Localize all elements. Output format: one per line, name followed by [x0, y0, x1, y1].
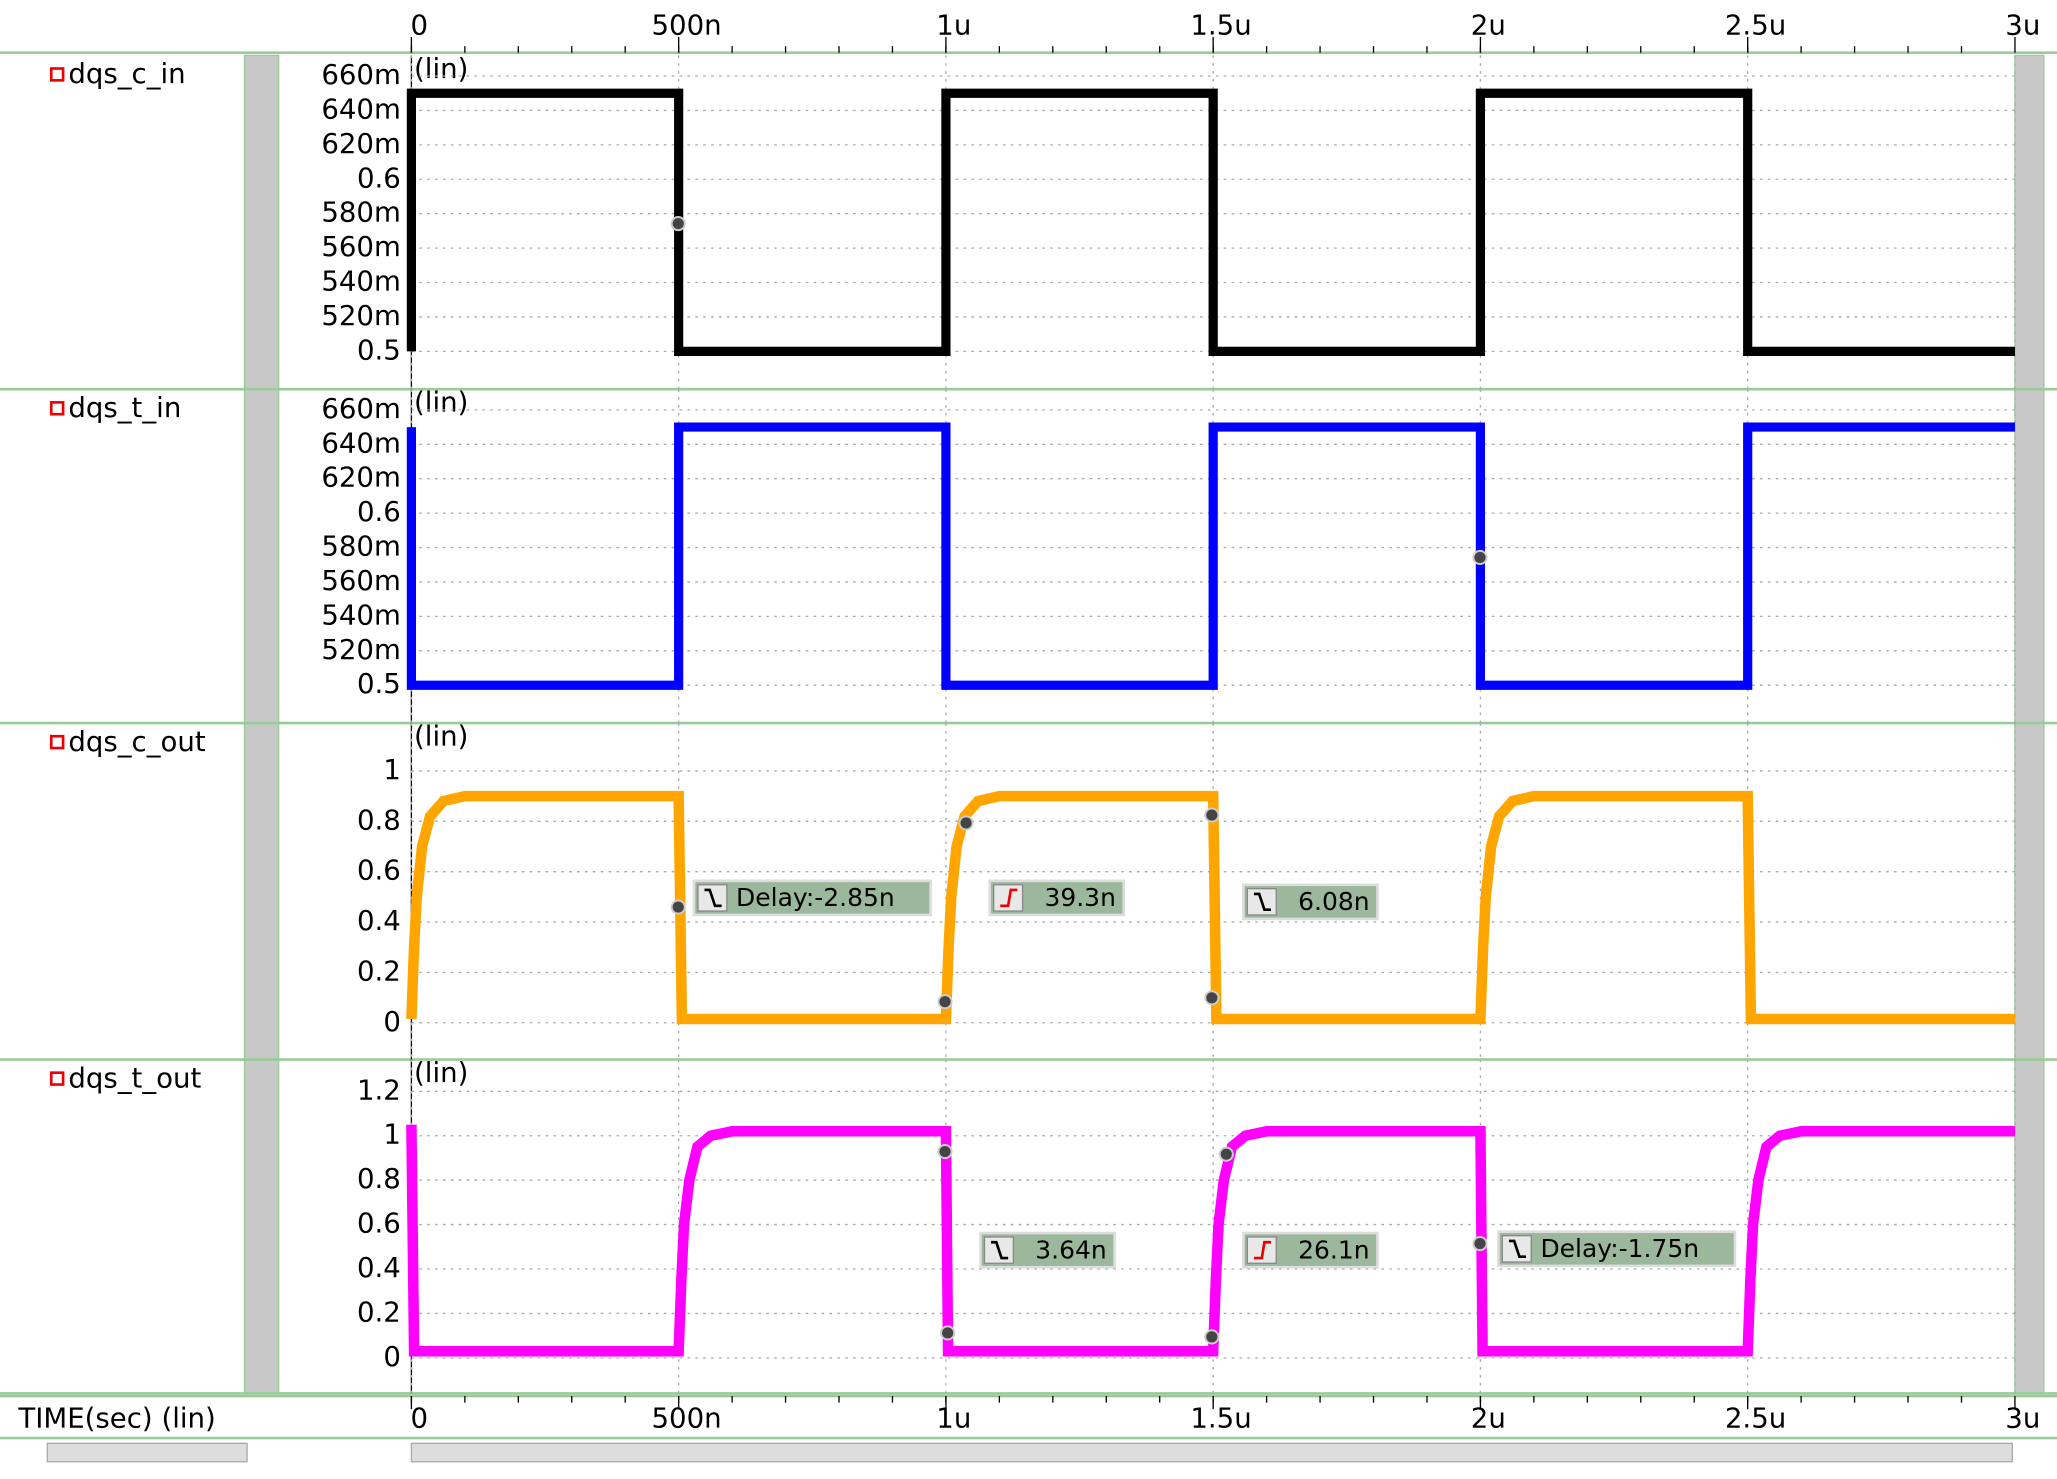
y-tick-label: 0.8 [357, 803, 401, 836]
measure-point [1472, 549, 1488, 566]
x-tick-label: 3u [2005, 1402, 2040, 1435]
x-tick-label: 2u [1471, 1402, 1506, 1435]
y-tick-label: 580m [321, 530, 401, 563]
y-tick-label: 620m [321, 127, 401, 160]
scale-label: (lin) [414, 1056, 468, 1089]
series-label: dqs_c_out [49, 725, 206, 758]
y-tick-label: 0 [383, 1340, 401, 1373]
series-label: dqs_c_in [49, 57, 186, 90]
y-tick-label: 0.6 [357, 1207, 401, 1240]
series-name: dqs_t_in [68, 391, 181, 424]
measure-point [1204, 807, 1220, 823]
x-tick-label: 1u [936, 1402, 971, 1435]
y-tick-label: 640m [321, 92, 401, 125]
measurement-value: Delay:-1.75n [1540, 1234, 1699, 1263]
measurement-box [692, 879, 932, 917]
measure-point [670, 216, 686, 232]
y-tick-label: 1 [383, 753, 401, 786]
y-tick-label: 0 [383, 1005, 401, 1038]
measurement-value: 26.1n [1298, 1235, 1369, 1264]
x-tick-label: 1.5u [1190, 1402, 1251, 1435]
series-name: dqs_c_out [68, 725, 206, 758]
x-tick-label: 0 [411, 1402, 429, 1435]
x-tick-label: 1.5u [1190, 8, 1251, 41]
y-tick-label: 520m [321, 299, 401, 332]
x-tick-label: 500n [651, 1402, 721, 1435]
measure-point [670, 899, 686, 915]
measurement-box [1497, 1230, 1737, 1268]
y-tick-label: 520m [321, 633, 401, 666]
x-tick-label: 2.5u [1725, 1402, 1786, 1435]
horizontal-scrollbar[interactable] [410, 1442, 2013, 1463]
x-tick-label: 2.5u [1725, 8, 1786, 41]
y-tick-label: 620m [321, 461, 401, 494]
y-tick-label: 0.6 [357, 854, 401, 887]
measurement-icon [983, 1236, 1015, 1264]
x-tick-label: 2u [1471, 8, 1506, 41]
y-tick-label: 1.2 [357, 1073, 401, 1106]
measure-point [958, 815, 974, 831]
y-tick-label: 0.6 [357, 495, 401, 528]
y-tick-label: 560m [321, 230, 401, 263]
measurement-glyph [1000, 888, 1018, 908]
measurement-icon [1246, 888, 1277, 916]
legend-icon [49, 401, 65, 416]
y-tick-label: 660m [321, 58, 401, 91]
horizontal-scrollbar[interactable] [46, 1442, 248, 1463]
measure-point [1204, 990, 1220, 1006]
series-name: dqs_c_in [68, 57, 185, 90]
y-tick-label: 0.8 [357, 1162, 401, 1195]
legend-icon [49, 734, 65, 750]
measurement-glyph [991, 1240, 1009, 1260]
y-tick-label: 540m [321, 265, 401, 298]
y-tick-label: 0.2 [357, 954, 401, 987]
waveform [406, 790, 2015, 1025]
measurement-value: 39.3n [1044, 883, 1115, 912]
measurement-glyph [1253, 892, 1272, 912]
y-tick-label: 0.5 [357, 667, 401, 700]
measurement-glyph [1253, 1240, 1272, 1260]
y-tick-label: 640m [321, 426, 401, 459]
y-tick-label: 560m [321, 564, 401, 597]
measurement-value: Delay:-2.85n [736, 883, 895, 912]
y-tick-label: 1 [383, 1118, 401, 1151]
measure-point [1472, 1236, 1488, 1252]
measurement-value: 3.64n [1035, 1235, 1106, 1264]
legend-icon [49, 1071, 65, 1086]
y-tick-label: 660m [321, 392, 401, 425]
legend-icon [49, 67, 65, 82]
x-tick-label: 3u [2005, 8, 2040, 41]
measure-point [937, 994, 953, 1010]
y-tick-label: 0.5 [357, 333, 401, 366]
scale-label: (lin) [414, 720, 468, 753]
measure-point [1218, 1146, 1234, 1162]
measure-point [1204, 1329, 1220, 1345]
x-tick-label: 500n [651, 8, 721, 41]
scale-label: (lin) [414, 386, 468, 419]
scale-label: (lin) [414, 52, 468, 85]
x-axis-label: TIME(sec) (lin) [17, 1402, 215, 1435]
x-tick-label: 1u [936, 8, 971, 41]
x-tick-label: 0 [411, 8, 429, 41]
measure-point [940, 1325, 956, 1341]
series-label: dqs_t_out [49, 1061, 202, 1094]
y-tick-label: 580m [321, 196, 401, 229]
measurement-glyph [1508, 1239, 1526, 1259]
waveform [406, 88, 2015, 356]
measurement-value: 6.08n [1298, 887, 1369, 916]
series-label: dqs_t_in [49, 391, 181, 424]
series-name: dqs_t_out [68, 1061, 201, 1094]
measurement-icon [697, 884, 728, 912]
y-tick-label: 0.4 [357, 904, 401, 937]
y-tick-label: 0.6 [357, 161, 401, 194]
waveform [406, 1124, 2015, 1357]
waveform [406, 422, 2015, 690]
y-tick-label: 540m [321, 598, 401, 631]
measure-point [937, 1143, 953, 1160]
measurement-glyph [704, 888, 722, 908]
y-tick-label: 0.2 [357, 1295, 401, 1328]
y-tick-label: 0.4 [357, 1251, 401, 1284]
